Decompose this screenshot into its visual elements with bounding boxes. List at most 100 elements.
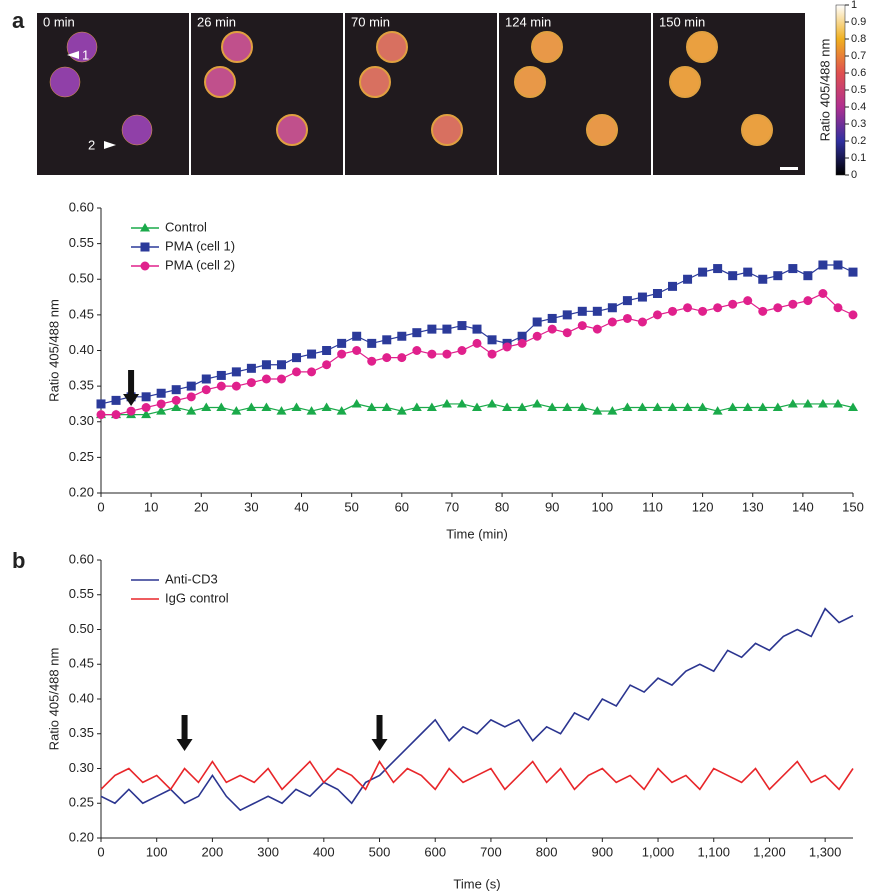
- data-point: [142, 403, 151, 412]
- data-point: [638, 318, 647, 327]
- data-point: [488, 350, 497, 359]
- cell: [687, 32, 717, 62]
- data-point: [112, 410, 121, 419]
- legend-marker: [141, 262, 150, 271]
- data-point: [202, 375, 211, 384]
- data-point: [577, 403, 587, 412]
- data-point: [849, 310, 858, 319]
- cell: [222, 32, 252, 62]
- data-point: [382, 353, 391, 362]
- data-point: [518, 339, 527, 348]
- image-time-label: 26 min: [197, 14, 236, 29]
- data-point: [532, 399, 542, 408]
- cell: [742, 115, 772, 145]
- x-tick-label: 140: [792, 499, 814, 514]
- y-tick-label: 0.35: [69, 378, 94, 393]
- data-point: [307, 367, 316, 376]
- data-point: [803, 271, 812, 280]
- x-tick-label: 50: [344, 499, 358, 514]
- panel-label: b: [12, 548, 25, 573]
- data-point: [292, 353, 301, 362]
- data-point: [533, 332, 542, 341]
- colorbar-tick-label: 0.1: [851, 152, 866, 164]
- arrow: [177, 715, 193, 751]
- y-tick-label: 0.45: [69, 306, 94, 321]
- cell: [670, 67, 700, 97]
- data-point: [833, 399, 843, 408]
- y-tick-label: 0.25: [69, 449, 94, 464]
- data-point: [758, 307, 767, 316]
- data-point: [698, 268, 707, 277]
- data-point: [322, 403, 332, 412]
- data-point: [818, 289, 827, 298]
- data-point: [262, 360, 271, 369]
- x-tick-label: 900: [591, 844, 613, 859]
- colorbar-label: Ratio 405/488 nm: [817, 39, 832, 142]
- data-point: [352, 332, 361, 341]
- series-line: [101, 294, 853, 415]
- x-tick-label: 80: [495, 499, 509, 514]
- cell: [587, 115, 617, 145]
- legend-label: PMA (cell 1): [165, 238, 235, 253]
- data-point: [728, 271, 737, 280]
- colorbar-tick-label: 0: [851, 169, 857, 181]
- panel-label: a: [12, 8, 25, 33]
- x-tick-label: 1,100: [697, 844, 730, 859]
- data-point: [397, 332, 406, 341]
- y-axis-label: Ratio 405/488 nm: [46, 648, 61, 751]
- data-point: [713, 264, 722, 273]
- x-tick-label: 10: [144, 499, 158, 514]
- series-line: [101, 762, 853, 790]
- data-point: [427, 325, 436, 334]
- data-point: [246, 403, 256, 412]
- data-point: [503, 342, 512, 351]
- colorbar-tick-label: 0.4: [851, 101, 866, 113]
- cell: [50, 67, 80, 97]
- x-tick-label: 110: [642, 499, 663, 514]
- data-point: [337, 350, 346, 359]
- data-point: [127, 407, 136, 416]
- data-point: [247, 378, 256, 387]
- series-line: [101, 265, 853, 404]
- x-tick-label: 60: [395, 499, 409, 514]
- data-point: [322, 360, 331, 369]
- data-point: [367, 357, 376, 366]
- data-point: [157, 389, 166, 398]
- image-time-label: 150 min: [659, 14, 705, 29]
- data-point: [322, 346, 331, 355]
- x-tick-label: 0: [97, 499, 104, 514]
- cell: [432, 115, 462, 145]
- data-point: [818, 261, 827, 270]
- data-point: [728, 300, 737, 309]
- data-point: [412, 403, 422, 412]
- data-point: [653, 310, 662, 319]
- x-tick-label: 200: [202, 844, 224, 859]
- data-point: [563, 328, 572, 337]
- data-point: [788, 264, 797, 273]
- x-tick-label: 100: [146, 844, 168, 859]
- y-tick-label: 0.50: [69, 271, 94, 286]
- data-point: [652, 403, 662, 412]
- data-point: [97, 399, 106, 408]
- x-axis-label: Time (min): [446, 526, 508, 541]
- colorbar-tick-label: 0.8: [851, 33, 866, 45]
- legend-label: Control: [165, 219, 207, 234]
- data-point: [382, 403, 392, 412]
- data-point: [488, 335, 497, 344]
- data-point: [172, 385, 181, 394]
- data-point: [442, 399, 452, 408]
- x-tick-label: 70: [445, 499, 459, 514]
- data-point: [698, 307, 707, 316]
- x-tick-label: 400: [313, 844, 335, 859]
- data-point: [352, 399, 362, 408]
- data-point: [202, 385, 211, 394]
- data-point: [713, 303, 722, 312]
- data-point: [307, 350, 316, 359]
- data-point: [683, 403, 693, 412]
- colorbar-tick-label: 1: [851, 0, 857, 11]
- data-point: [262, 375, 271, 384]
- data-point: [142, 392, 151, 401]
- data-point: [172, 396, 181, 405]
- data-point: [457, 399, 467, 408]
- x-tick-label: 300: [257, 844, 279, 859]
